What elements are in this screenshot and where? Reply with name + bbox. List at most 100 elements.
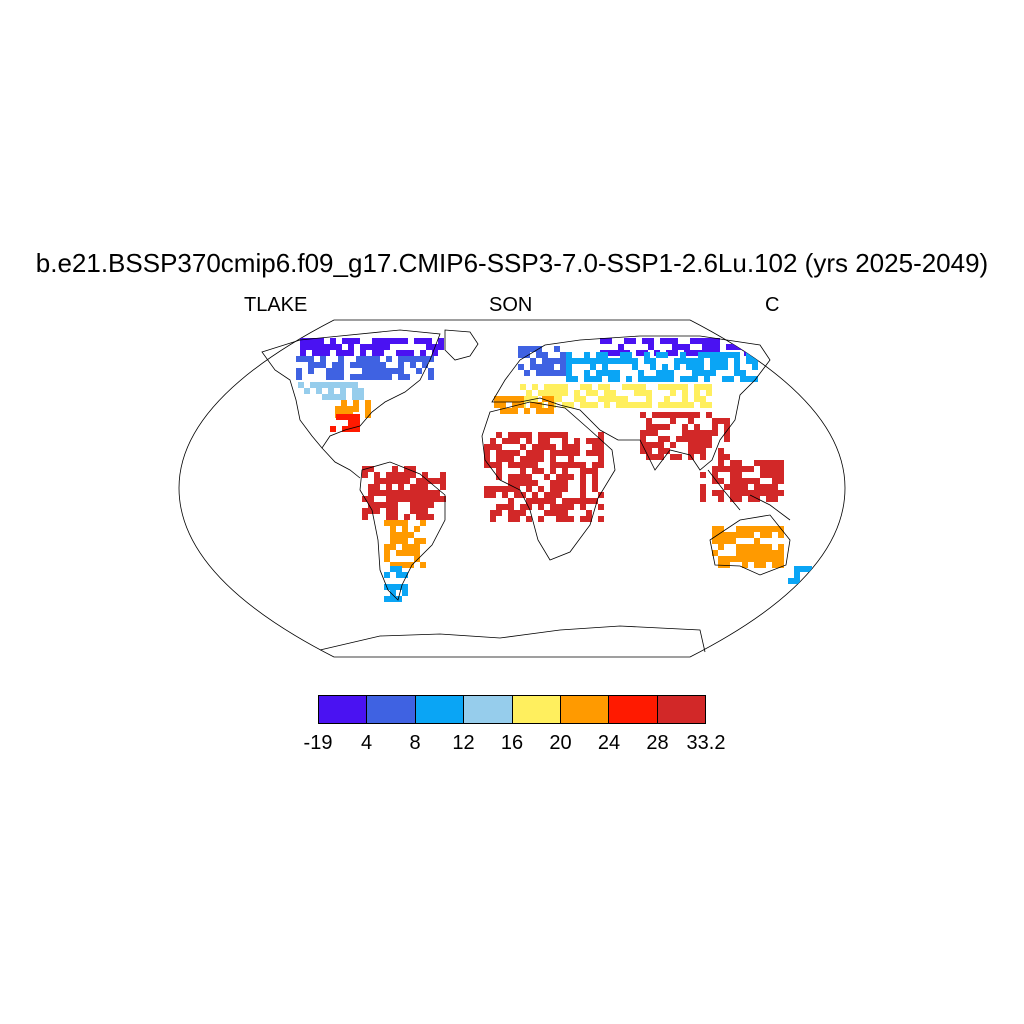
- grid-cell: [592, 390, 598, 396]
- colorbar-box-7: [657, 696, 705, 723]
- grid-cell: [348, 414, 354, 420]
- grid-cell: [656, 352, 662, 358]
- grid-cell: [550, 492, 556, 498]
- grid-cell: [348, 350, 354, 356]
- grid-cell: [410, 362, 416, 368]
- grid-cell: [660, 338, 666, 344]
- grid-cell: [556, 492, 562, 498]
- grid-cell: [392, 502, 398, 508]
- grid-cell: [490, 462, 496, 468]
- grid-cell: [296, 368, 302, 374]
- grid-cell: [538, 390, 544, 396]
- grid-cell: [438, 344, 444, 350]
- grid-cell: [704, 370, 710, 376]
- region-russia: [566, 352, 758, 382]
- grid-cell: [500, 396, 506, 402]
- grid-cell: [640, 448, 646, 454]
- grid-cell: [574, 396, 580, 402]
- grid-cell: [526, 498, 532, 504]
- grid-cell: [386, 472, 392, 478]
- grid-cell: [536, 370, 542, 376]
- grid-cell: [766, 466, 772, 472]
- grid-cell: [390, 566, 396, 572]
- grid-cell: [662, 376, 668, 382]
- grid-cell: [300, 350, 306, 356]
- grid-cell: [718, 544, 724, 550]
- grid-cell: [410, 484, 416, 490]
- grid-cell: [644, 352, 650, 358]
- grid-cell: [682, 430, 688, 436]
- grid-cell: [386, 514, 392, 520]
- grid-cell: [596, 376, 602, 382]
- grid-cell: [658, 448, 664, 454]
- grid-cell: [318, 344, 324, 350]
- grid-cell: [368, 466, 374, 472]
- grid-cell: [365, 400, 371, 406]
- grid-cell: [568, 456, 574, 462]
- grid-cell: [496, 462, 502, 468]
- grid-cell: [772, 460, 778, 466]
- grid-cell: [568, 504, 574, 510]
- grid-cell: [532, 468, 538, 474]
- grid-cell: [514, 492, 520, 498]
- grid-cell: [416, 484, 422, 490]
- grid-cell: [652, 430, 658, 436]
- grid-cell: [384, 550, 390, 556]
- grid-cell: [766, 490, 772, 496]
- grid-cell: [692, 358, 698, 364]
- grid-cell: [688, 448, 694, 454]
- grid-cell: [732, 344, 738, 350]
- grid-cell: [664, 402, 670, 408]
- grid-cell: [658, 424, 664, 430]
- grid-cell: [736, 484, 742, 490]
- grid-cell: [352, 394, 358, 400]
- grid-cell: [738, 338, 744, 344]
- grid-cell: [538, 486, 544, 492]
- grid-cell: [754, 544, 760, 550]
- grid-cell: [718, 460, 724, 466]
- grid-cell: [326, 374, 332, 380]
- grid-cell: [670, 390, 676, 396]
- grid-cell: [308, 368, 314, 374]
- grid-cell: [658, 412, 664, 418]
- grid-cell: [568, 444, 574, 450]
- grid-cell: [682, 390, 688, 396]
- grid-cell: [544, 492, 550, 498]
- grid-cell: [404, 472, 410, 478]
- grid-cell: [736, 478, 742, 484]
- grid-cell: [508, 498, 514, 504]
- grid-cell: [658, 402, 664, 408]
- grid-cell: [520, 462, 526, 468]
- grid-cell: [392, 472, 398, 478]
- grid-cell: [756, 350, 762, 356]
- grid-cell: [532, 462, 538, 468]
- grid-cell: [398, 484, 404, 490]
- grid-cell: [760, 532, 766, 538]
- grid-cell: [708, 338, 714, 344]
- grid-cell: [414, 538, 420, 544]
- grid-cell: [410, 490, 416, 496]
- grid-cell: [688, 402, 694, 408]
- grid-cell: [778, 478, 784, 484]
- grid-cell: [392, 514, 398, 520]
- grid-cell: [496, 450, 502, 456]
- grid-cell: [404, 374, 410, 380]
- grid-cell: [598, 492, 604, 498]
- grid-cell: [420, 350, 426, 356]
- grid-cell: [362, 356, 368, 362]
- grid-cell: [390, 520, 396, 526]
- grid-cell: [502, 492, 508, 498]
- grid-cell: [366, 344, 372, 350]
- grid-cell: [562, 498, 568, 504]
- grid-cell: [392, 496, 398, 502]
- grid-cell: [484, 450, 490, 456]
- grid-cell: [736, 490, 742, 496]
- grid-cell: [428, 514, 434, 520]
- grid-cell: [300, 338, 306, 344]
- grid-cell: [354, 414, 360, 420]
- grid-cell: [404, 478, 410, 484]
- grid-cell: [626, 376, 632, 382]
- grid-cell: [640, 384, 646, 390]
- grid-cell: [712, 550, 718, 556]
- grid-cell: [742, 490, 748, 496]
